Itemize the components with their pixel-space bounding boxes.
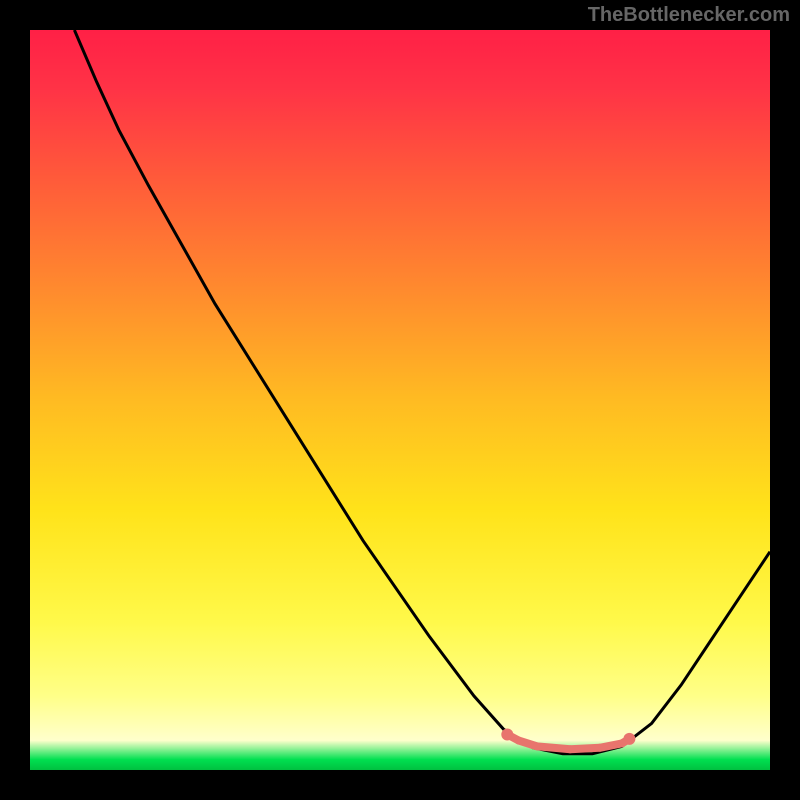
- chart-plot-area: [30, 30, 770, 770]
- gradient-background: [30, 30, 770, 770]
- watermark-text: TheBottlenecker.com: [588, 4, 790, 27]
- chart-svg: [30, 30, 770, 770]
